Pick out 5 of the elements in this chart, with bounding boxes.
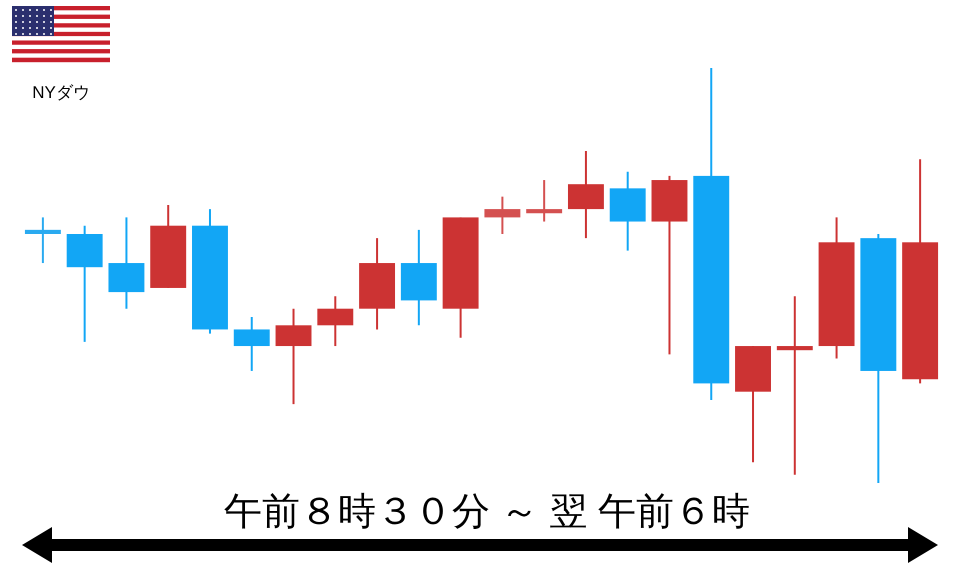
text: NYダウ — [32, 83, 90, 102]
candlestick — [526, 179, 562, 223]
candlestick — [24, 216, 61, 264]
x-axis-title: 午前８時３０分 ～ 翌 午前６時 — [224, 491, 750, 533]
candlestick — [776, 295, 813, 476]
